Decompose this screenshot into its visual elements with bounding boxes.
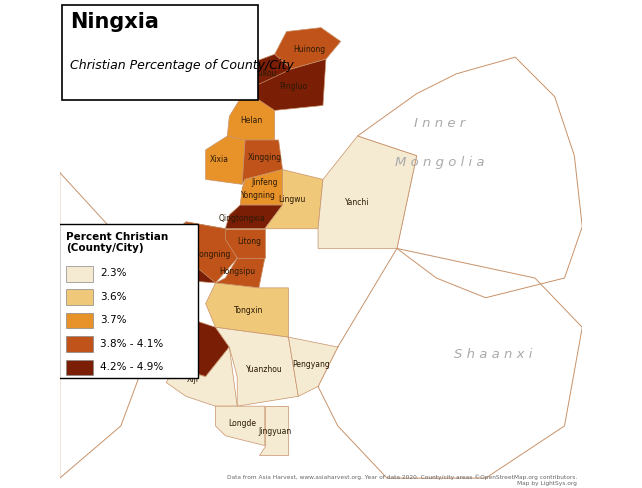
Text: S h a a n x i: S h a a n x i	[455, 348, 533, 362]
Polygon shape	[225, 229, 265, 258]
Text: Ningxia: Ningxia	[70, 12, 159, 32]
Polygon shape	[275, 28, 341, 69]
Polygon shape	[245, 59, 326, 116]
Polygon shape	[227, 91, 275, 140]
Text: Lingwu: Lingwu	[279, 195, 306, 203]
Text: Pingluo: Pingluo	[279, 82, 308, 91]
Text: Percent Christian
(County/City): Percent Christian (County/City)	[66, 232, 168, 253]
Polygon shape	[242, 140, 282, 184]
Text: Litong: Litong	[237, 237, 261, 246]
Text: Longde: Longde	[228, 419, 256, 428]
Text: Xingqing: Xingqing	[248, 153, 282, 162]
Text: Yanchi: Yanchi	[345, 198, 370, 206]
Text: Helan: Helan	[240, 116, 262, 125]
Text: Tongxin: Tongxin	[234, 306, 264, 315]
FancyBboxPatch shape	[66, 289, 93, 305]
Text: Data from Asia Harvest, www.asiaharvest.org. Year of data 2020. County/city area: Data from Asia Harvest, www.asiaharvest.…	[227, 474, 577, 486]
Text: Christian Percentage of County/City: Christian Percentage of County/City	[70, 59, 294, 72]
Polygon shape	[157, 222, 225, 283]
Polygon shape	[60, 173, 157, 478]
Text: M o n g o l i a: M o n g o l i a	[395, 156, 484, 169]
Text: Haiyuan: Haiyuan	[167, 339, 199, 347]
Text: 2.3%: 2.3%	[100, 268, 126, 278]
Polygon shape	[166, 347, 237, 406]
Text: G a n s u: G a n s u	[89, 235, 144, 248]
Polygon shape	[288, 337, 338, 396]
Polygon shape	[318, 248, 582, 478]
Text: Xixia: Xixia	[210, 155, 229, 164]
Text: Jingyuan: Jingyuan	[258, 427, 291, 436]
Text: Huinong: Huinong	[293, 45, 325, 54]
Text: Jinfeng: Jinfeng	[252, 178, 278, 187]
Polygon shape	[216, 406, 265, 446]
Polygon shape	[240, 54, 291, 96]
FancyBboxPatch shape	[66, 313, 93, 328]
Text: 4.2% - 4.9%: 4.2% - 4.9%	[100, 362, 163, 372]
Text: Hongsipu: Hongsipu	[219, 266, 256, 276]
Text: Shapotou: Shapotou	[158, 250, 195, 259]
Text: Yuanzhou: Yuanzhou	[247, 365, 283, 374]
FancyBboxPatch shape	[66, 336, 93, 352]
Polygon shape	[182, 222, 237, 283]
Text: Pengyang: Pengyang	[292, 360, 330, 369]
Polygon shape	[242, 169, 282, 205]
FancyBboxPatch shape	[59, 224, 198, 378]
Polygon shape	[265, 169, 323, 229]
Polygon shape	[216, 258, 265, 288]
Text: Zhongning: Zhongning	[190, 250, 231, 259]
Polygon shape	[216, 327, 299, 406]
Text: 3.8% - 4.1%: 3.8% - 4.1%	[100, 339, 163, 348]
FancyBboxPatch shape	[62, 5, 258, 100]
Text: I n n e r: I n n e r	[413, 117, 465, 130]
FancyBboxPatch shape	[66, 266, 93, 282]
Text: Qingtongxia: Qingtongxia	[219, 214, 266, 224]
Text: Yongning: Yongning	[241, 191, 276, 200]
Polygon shape	[358, 57, 582, 298]
Text: Dawukou: Dawukou	[241, 69, 277, 79]
Text: 3.6%: 3.6%	[100, 292, 126, 302]
Text: Xiji: Xiji	[187, 375, 199, 384]
Polygon shape	[259, 406, 288, 455]
Text: 3.7%: 3.7%	[100, 315, 126, 325]
Polygon shape	[318, 136, 417, 248]
FancyBboxPatch shape	[66, 360, 93, 375]
Polygon shape	[205, 136, 245, 184]
Polygon shape	[205, 283, 288, 337]
Polygon shape	[240, 169, 282, 205]
Polygon shape	[225, 205, 282, 229]
Polygon shape	[146, 318, 229, 377]
